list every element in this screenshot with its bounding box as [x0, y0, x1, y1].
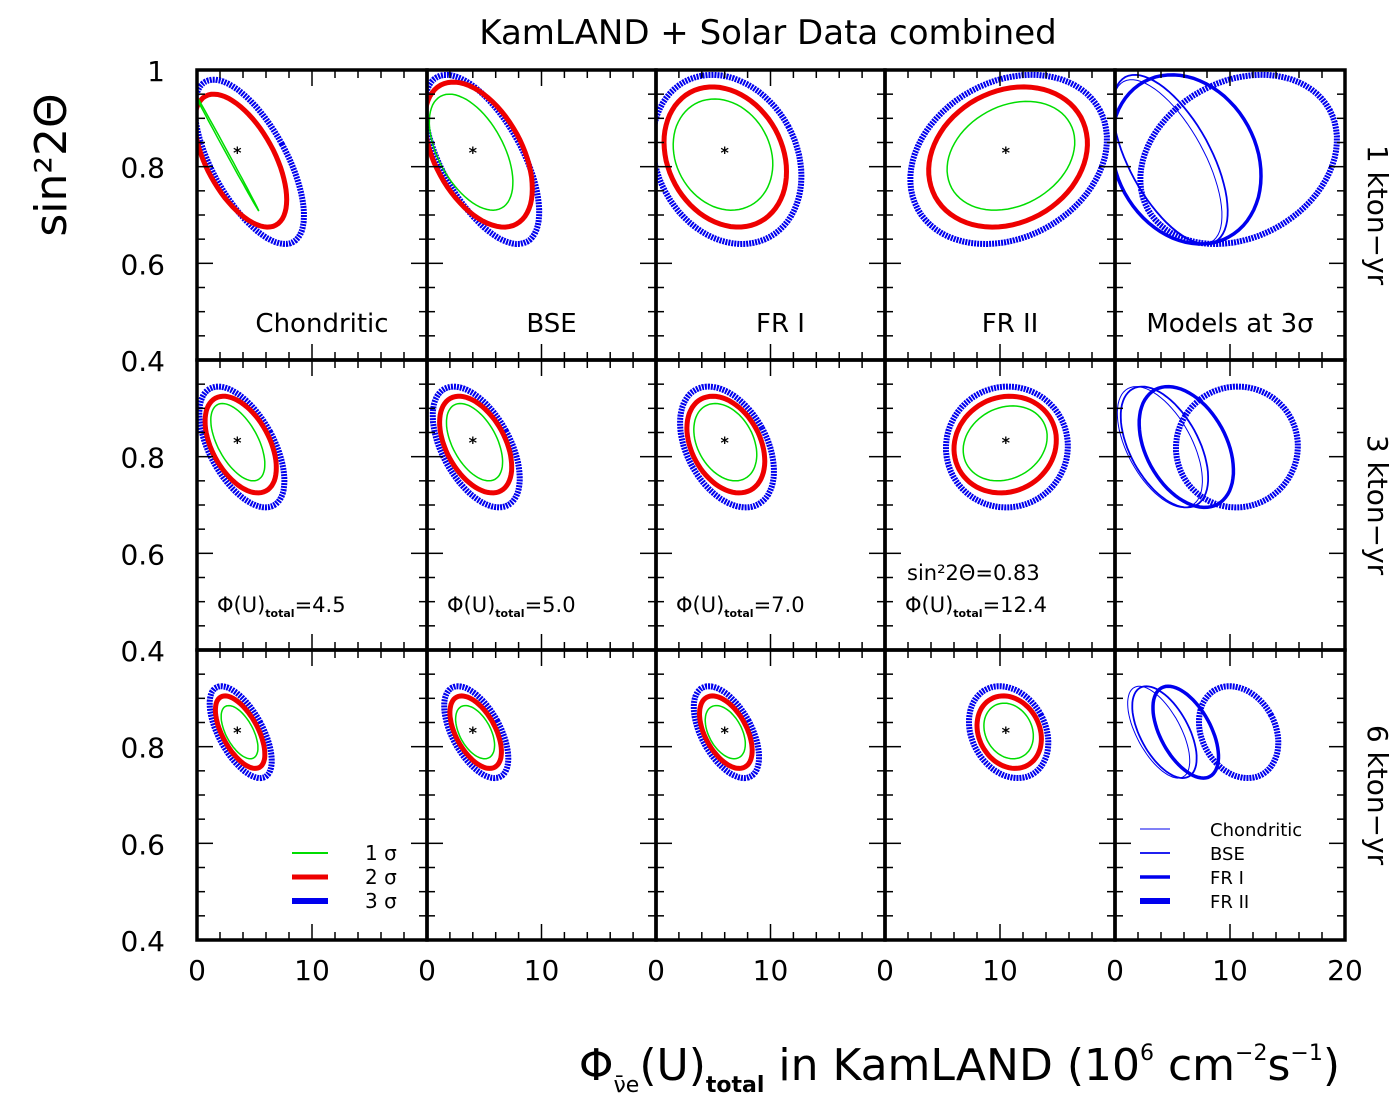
compare-contour-chondritic: [1113, 80, 1222, 244]
y-tick-label: 0.6: [120, 538, 165, 571]
best-fit-marker: *: [721, 723, 730, 742]
x-tick-label: 10: [753, 954, 789, 987]
best-fit-marker: *: [1002, 433, 1011, 452]
x-tick-label: 0: [876, 954, 894, 987]
model-legend-label: FR II: [1210, 892, 1249, 913]
panel-r3-c3: *: [656, 650, 885, 940]
panel-plot-area: *: [680, 387, 774, 508]
panel-plot-area: *: [910, 75, 1107, 244]
panel-plot-area: *: [444, 686, 508, 778]
row-label: 3 kton−yr: [1361, 435, 1394, 576]
best-fit-marker: *: [1002, 723, 1011, 742]
flux-annotation: Φ(U)total=7.0: [676, 593, 805, 620]
sigma-legend-label: 1 σ: [365, 841, 397, 865]
y-tick-label: 0.6: [120, 248, 165, 281]
panel-plot-area: *: [653, 75, 802, 244]
x-tick-label: 20: [1327, 954, 1363, 987]
best-fit-marker: *: [469, 143, 478, 162]
y-tick-label: 0.8: [120, 442, 165, 475]
panel-frame: [656, 650, 885, 940]
y-tick-label: 0.8: [120, 732, 165, 765]
panel-plot-area: [1112, 75, 1337, 244]
row-label: 1 kton−yr: [1361, 145, 1394, 286]
sigma-legend-label: 3 σ: [365, 889, 397, 913]
panel-plot-area: *: [946, 387, 1068, 508]
y-tick-label: 0.4: [120, 925, 165, 958]
model-legend-label: BSE: [1210, 844, 1245, 865]
panel-grid: * * * * 1 0.8 0.6 0.4 1 kton−yr * * * * 0.8 0.6 0.4 3 kt…: [120, 55, 1394, 987]
compare-contour-fr-ii: [1140, 75, 1337, 244]
sin2-annotation: sin²2Θ=0.83: [907, 561, 1040, 585]
panel-frame: [885, 650, 1115, 940]
best-fit-marker: *: [233, 723, 242, 742]
x-tick-label: 0: [418, 954, 436, 987]
compare-contour-chondritic: [1117, 387, 1202, 508]
panel-plot-area: *: [210, 686, 272, 778]
y-axis-label-text: sin²2Θ: [26, 93, 77, 236]
x-tick-label: 10: [1212, 954, 1248, 987]
chart-title: KamLAND + Solar Data combined: [479, 13, 1057, 53]
y-tick-label: 1: [147, 55, 165, 88]
compare-contour-bse: [1113, 75, 1228, 244]
model-name-label: Chondritic: [255, 309, 388, 339]
model-name-label: FR I: [756, 309, 805, 339]
panel-r3-c2: *: [427, 650, 656, 940]
compare-contour-bse: [1132, 686, 1196, 778]
sigma-legend-label: 2 σ: [365, 865, 397, 889]
flux-annotation: Φ(U)total=4.5: [217, 593, 346, 620]
x-axis-label: Φν̄e(U)total in KamLAND (106 cm−2s−1): [579, 1040, 1340, 1093]
panel-plot-area: *: [425, 75, 540, 244]
panel-r3-c4: *: [885, 650, 1115, 940]
best-fit-marker: *: [469, 723, 478, 742]
x-tick-label: 0: [188, 954, 206, 987]
x-tick-label: 10: [982, 954, 1018, 987]
best-fit-marker: *: [721, 433, 730, 452]
comparison-panel-label: Models at 3σ: [1146, 309, 1313, 339]
x-axis-label-text: Φν̄e(U)total in KamLAND (106 cm−2s−1): [579, 1040, 1340, 1093]
best-fit-marker: *: [721, 143, 730, 162]
best-fit-marker: *: [233, 433, 242, 452]
x-tick-label: 0: [1106, 954, 1124, 987]
panel-plot-area: *: [969, 686, 1048, 778]
panel-plot-area: *: [199, 387, 284, 508]
row-label: 6 kton−yr: [1361, 725, 1394, 866]
x-tick-label: 10: [294, 954, 330, 987]
compare-contour-fr-ii: [1176, 387, 1298, 508]
contour-2sigma: [425, 82, 533, 227]
row-label-text: 6 kton−yr: [1361, 725, 1394, 866]
y-tick-label: 0.4: [120, 635, 165, 668]
flux-annotation: Φ(U)total=5.0: [447, 593, 576, 620]
best-fit-marker: *: [233, 143, 242, 162]
panel-plot-area: *: [694, 686, 759, 778]
model-legend-label: Chondritic: [1210, 820, 1302, 841]
row-label-text: 3 kton−yr: [1361, 435, 1394, 576]
compare-contour-fr-ii: [1199, 686, 1278, 778]
y-tick-label: 0.8: [120, 152, 165, 185]
panel-plot-area: [1128, 686, 1279, 778]
y-axis-label: sin²2Θ: [26, 93, 77, 236]
best-fit-marker: *: [469, 433, 478, 452]
model-legend-label: FR I: [1210, 868, 1244, 889]
panel-r2-c5: [1115, 360, 1345, 650]
panel-plot-area: *: [433, 387, 520, 508]
panel-plot-area: [1117, 387, 1298, 508]
y-tick-label: 0.4: [120, 345, 165, 378]
row-label-text: 1 kton−yr: [1361, 145, 1394, 286]
x-tick-label: 0: [647, 954, 665, 987]
model-name-label: FR II: [982, 309, 1039, 339]
best-fit-marker: *: [1002, 143, 1011, 162]
flux-annotation: Φ(U)total=12.4: [905, 593, 1047, 620]
panel-plot-area: *: [189, 80, 304, 244]
x-tick-label: 10: [524, 954, 560, 987]
model-name-label: BSE: [526, 309, 576, 339]
contour-1sigma: [947, 101, 1075, 210]
y-tick-label: 0.6: [120, 828, 165, 861]
